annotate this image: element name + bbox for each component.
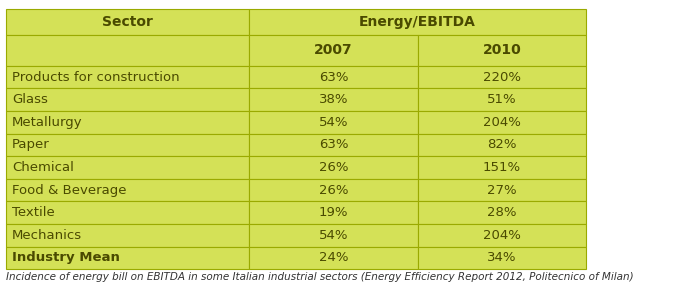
Text: Metallurgy: Metallurgy bbox=[12, 116, 83, 129]
Text: Sector: Sector bbox=[102, 15, 153, 29]
Bar bbox=[417, 66, 586, 88]
Bar bbox=[417, 88, 586, 111]
Bar bbox=[6, 134, 250, 156]
Bar bbox=[6, 88, 250, 111]
Bar bbox=[417, 111, 586, 134]
Bar bbox=[250, 247, 417, 269]
Bar bbox=[6, 201, 250, 224]
Text: 82%: 82% bbox=[487, 138, 517, 151]
Bar bbox=[6, 247, 250, 269]
Bar bbox=[6, 156, 250, 179]
Text: 51%: 51% bbox=[487, 93, 517, 106]
Bar bbox=[6, 35, 250, 66]
Text: Paper: Paper bbox=[12, 138, 50, 151]
Text: Industry Mean: Industry Mean bbox=[12, 252, 119, 264]
Text: 19%: 19% bbox=[319, 206, 348, 219]
Bar bbox=[417, 247, 586, 269]
Text: Food & Beverage: Food & Beverage bbox=[12, 184, 126, 197]
Text: 204%: 204% bbox=[483, 116, 521, 129]
Bar bbox=[417, 224, 586, 247]
Text: 2010: 2010 bbox=[482, 43, 521, 58]
Text: 63%: 63% bbox=[319, 71, 348, 84]
Bar bbox=[250, 156, 417, 179]
Bar bbox=[250, 224, 417, 247]
Text: 27%: 27% bbox=[487, 184, 517, 197]
Bar bbox=[250, 134, 417, 156]
Bar bbox=[250, 35, 417, 66]
Text: 26%: 26% bbox=[319, 184, 348, 197]
Bar bbox=[6, 66, 250, 88]
Text: 34%: 34% bbox=[487, 252, 517, 264]
Text: Mechanics: Mechanics bbox=[12, 229, 82, 242]
Text: 24%: 24% bbox=[319, 252, 348, 264]
Bar bbox=[417, 35, 586, 66]
Bar bbox=[6, 9, 250, 35]
Bar bbox=[250, 111, 417, 134]
Text: 2007: 2007 bbox=[314, 43, 353, 58]
Text: 63%: 63% bbox=[319, 138, 348, 151]
Bar bbox=[250, 179, 417, 201]
Text: 151%: 151% bbox=[483, 161, 521, 174]
Bar bbox=[417, 201, 586, 224]
Text: Chemical: Chemical bbox=[12, 161, 74, 174]
Text: 54%: 54% bbox=[319, 116, 348, 129]
Bar bbox=[250, 201, 417, 224]
Text: 38%: 38% bbox=[319, 93, 348, 106]
Bar bbox=[250, 9, 586, 35]
Bar bbox=[6, 179, 250, 201]
Text: Incidence of energy bill on EBITDA in some Italian industrial sectors (Energy Ef: Incidence of energy bill on EBITDA in so… bbox=[6, 272, 633, 282]
Text: Glass: Glass bbox=[12, 93, 48, 106]
Text: 220%: 220% bbox=[483, 71, 521, 84]
Text: Products for construction: Products for construction bbox=[12, 71, 179, 84]
Text: Energy/EBITDA: Energy/EBITDA bbox=[359, 15, 476, 29]
Text: 54%: 54% bbox=[319, 229, 348, 242]
Text: 204%: 204% bbox=[483, 229, 521, 242]
Text: Textile: Textile bbox=[12, 206, 55, 219]
Bar bbox=[417, 156, 586, 179]
Text: 28%: 28% bbox=[487, 206, 517, 219]
Bar bbox=[6, 111, 250, 134]
Bar bbox=[6, 224, 250, 247]
Bar bbox=[250, 88, 417, 111]
Bar bbox=[250, 66, 417, 88]
Bar bbox=[417, 179, 586, 201]
Text: 26%: 26% bbox=[319, 161, 348, 174]
Bar bbox=[417, 134, 586, 156]
